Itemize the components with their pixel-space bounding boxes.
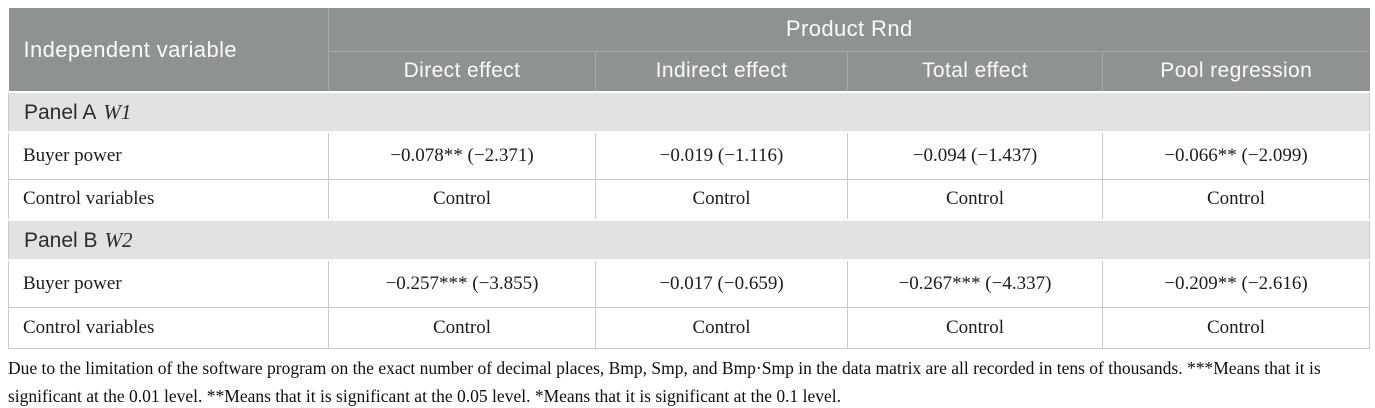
cell-indirect-effect: −0.017 (−0.659) — [595, 259, 848, 308]
header-indirect-effect: Indirect effect — [595, 51, 848, 92]
panel-a-label: Panel A — [24, 100, 97, 124]
cell-direct-effect: −0.078** (−2.371) — [328, 131, 596, 180]
cell-indirect-effect: Control — [595, 306, 848, 349]
header-product-rnd: Product Rnd — [328, 8, 1370, 52]
panel-a-variable: W1 — [103, 99, 132, 124]
header-direct-effect: Direct effect — [328, 51, 596, 92]
table-row: Control variables Control Control Contro… — [8, 306, 1371, 349]
row-label-control-variables: Control variables — [8, 306, 329, 349]
header-pool-regression: Pool regression — [1102, 51, 1370, 92]
cell-pool-regression: Control — [1101, 178, 1371, 221]
panel-b-header-cell: Panel B W2 — [7, 219, 1371, 261]
cell-pool-regression: Control — [1101, 306, 1371, 349]
panel-a-header-row: Panel A W1 — [7, 91, 1371, 133]
panel-b-header-row: Panel B W2 — [7, 219, 1371, 261]
panel-b-label: Panel B — [24, 228, 98, 252]
table-footnote: Due to the limitation of the software pr… — [8, 357, 1321, 406]
table-body: Panel A W1 Buyer power −0.078** (−2.371) … — [7, 91, 1371, 349]
cell-pool-regression: −0.066** (−2.099) — [1101, 131, 1371, 180]
row-label-control-variables: Control variables — [8, 178, 329, 221]
header-row-group: Independent variable Product Rnd — [8, 8, 1370, 92]
table-header: Independent variable Product Rnd Direct … — [8, 8, 1370, 92]
header-total-effect: Total effect — [847, 51, 1103, 92]
cell-total-effect: −0.267*** (−4.337) — [847, 259, 1103, 308]
panel-a-header-cell: Panel A W1 — [7, 91, 1371, 133]
cell-total-effect: Control — [847, 178, 1103, 221]
cell-direct-effect: Control — [328, 306, 596, 349]
cell-pool-regression: −0.209** (−2.616) — [1101, 259, 1371, 308]
cell-total-effect: Control — [847, 306, 1103, 349]
table-row: Buyer power −0.078** (−2.371) −0.019 (−1… — [8, 131, 1371, 180]
table-row: Buyer power −0.257*** (−3.855) −0.017 (−… — [8, 259, 1371, 308]
row-label-buyer-power: Buyer power — [8, 259, 329, 308]
cell-total-effect: −0.094 (−1.437) — [847, 131, 1103, 180]
row-label-buyer-power: Buyer power — [8, 131, 329, 180]
cell-indirect-effect: Control — [595, 178, 848, 221]
header-independent-variable: Independent variable — [8, 8, 329, 92]
header-row-effects: Direct effect Indirect effect Total effe… — [9, 51, 1370, 92]
table-row: Control variables Control Control Contro… — [8, 178, 1371, 221]
panel-b-variable: W2 — [104, 227, 133, 252]
cell-indirect-effect: −0.019 (−1.116) — [595, 131, 848, 180]
cell-direct-effect: −0.257*** (−3.855) — [328, 259, 596, 308]
cell-direct-effect: Control — [328, 178, 596, 221]
results-table: Independent variable Product Rnd Direct … — [7, 8, 1371, 349]
